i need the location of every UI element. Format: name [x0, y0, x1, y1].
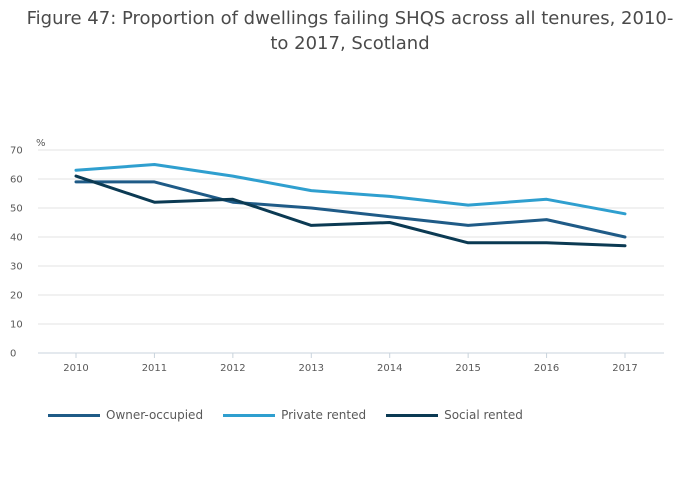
- x-tick-label: 2015: [455, 363, 480, 374]
- data-point-private-rented[interactable]: [545, 197, 549, 201]
- data-point-social-rented[interactable]: [623, 244, 627, 248]
- x-tick-label: 2017: [612, 363, 637, 374]
- x-axis: 2010 2011 2012 2013 2014 2015 2016 2017: [38, 352, 664, 374]
- legend-swatch: [223, 413, 276, 417]
- data-point-owner-occupied[interactable]: [152, 180, 156, 184]
- series-line-private-rented[interactable]: [74, 163, 627, 216]
- series-line-social-rented[interactable]: [74, 174, 627, 248]
- gridlines: [38, 149, 664, 325]
- data-point-social-rented[interactable]: [466, 241, 470, 245]
- legend-label: Private rented: [281, 408, 367, 422]
- y-axis: 0 10 20 30 40 50 60 70: [10, 146, 23, 360]
- data-point-private-rented[interactable]: [466, 203, 470, 207]
- x-tick-label: 2011: [142, 363, 167, 374]
- chart-title: Figure 47: Proportion of dwellings faili…: [26, 8, 674, 54]
- legend-item-owner-occupied[interactable]: Owner-occupied: [48, 408, 203, 422]
- data-point-social-rented[interactable]: [545, 241, 549, 245]
- y-tick-label: 50: [10, 204, 23, 215]
- series-line-owner-occupied[interactable]: [74, 180, 627, 239]
- data-point-private-rented[interactable]: [74, 168, 78, 172]
- data-point-private-rented[interactable]: [152, 163, 156, 167]
- data-point-private-rented[interactable]: [309, 189, 313, 193]
- legend-item-social-rented[interactable]: Social rented: [386, 408, 523, 422]
- x-tick-label: 2014: [377, 363, 402, 374]
- y-tick-label: 30: [10, 262, 23, 273]
- data-point-social-rented[interactable]: [231, 197, 235, 201]
- data-point-owner-occupied[interactable]: [309, 206, 313, 210]
- data-point-owner-occupied[interactable]: [388, 215, 392, 219]
- data-point-private-rented[interactable]: [231, 174, 235, 178]
- series-lines: [74, 163, 627, 248]
- data-point-social-rented[interactable]: [388, 221, 392, 225]
- data-point-private-rented[interactable]: [388, 194, 392, 198]
- data-point-social-rented[interactable]: [152, 200, 156, 204]
- y-tick-label: 20: [10, 291, 23, 302]
- x-tick-label: 2012: [220, 363, 245, 374]
- data-point-private-rented[interactable]: [623, 212, 627, 216]
- x-tick-label: 2016: [534, 363, 559, 374]
- y-tick-label: 10: [10, 320, 23, 331]
- x-tick-label: 2010: [63, 363, 88, 374]
- data-point-owner-occupied[interactable]: [545, 218, 549, 222]
- y-axis-label: %: [36, 138, 46, 149]
- legend-item-private-rented[interactable]: Private rented: [223, 408, 366, 422]
- legend-label: Owner-occupied: [106, 408, 204, 422]
- data-point-social-rented[interactable]: [74, 174, 78, 178]
- legend: Owner-occupied Private rented Social ren…: [48, 408, 543, 422]
- data-point-owner-occupied[interactable]: [466, 223, 470, 227]
- y-tick-label: 0: [10, 349, 16, 360]
- legend-label: Social rented: [444, 408, 523, 422]
- y-tick-label: 40: [10, 233, 23, 244]
- y-tick-label: 60: [10, 175, 23, 186]
- legend-swatch: [386, 413, 439, 417]
- data-point-owner-occupied[interactable]: [623, 235, 627, 239]
- data-point-social-rented[interactable]: [309, 223, 313, 227]
- x-tick-label: 2013: [299, 363, 324, 374]
- legend-swatch: [48, 413, 100, 417]
- data-point-owner-occupied[interactable]: [74, 180, 78, 184]
- y-tick-label: 70: [10, 146, 23, 157]
